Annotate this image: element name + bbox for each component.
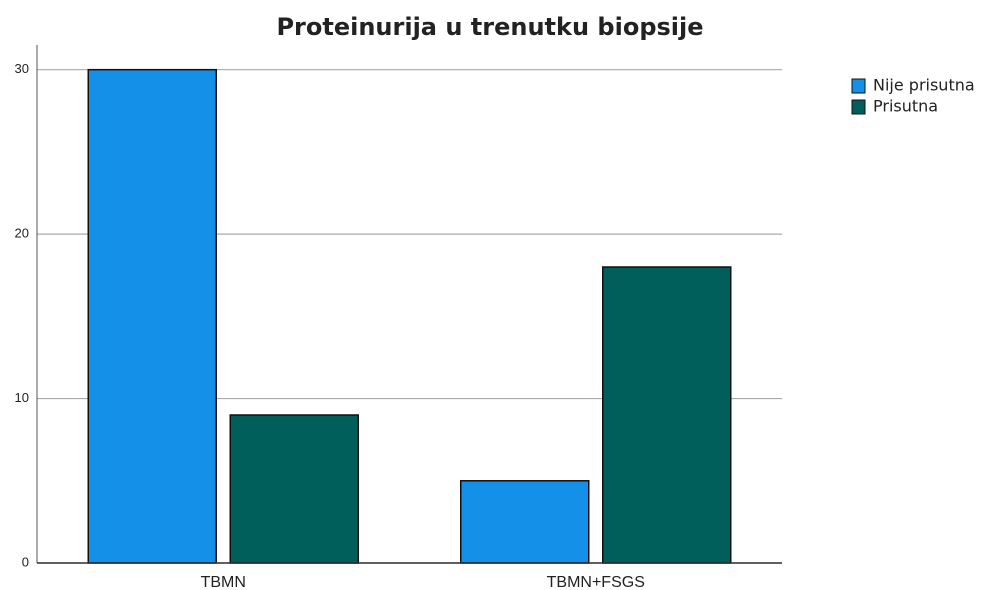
bar [87,68,217,564]
x-tick-label: TBMN+FSGS [547,574,645,590]
legend-swatch [851,99,866,115]
legend-swatch [851,78,866,94]
y-tick-label: 20 [15,226,29,241]
bar [602,266,732,564]
y-tick-label: 10 [15,390,29,405]
chart-title: Proteinurija u trenutku biopsije [276,13,703,41]
y-tick-label: 30 [15,61,29,76]
x-tick-label: TBMN [201,574,246,590]
y-tick-label: 0 [22,554,29,569]
bar [460,480,590,564]
legend-label: Prisutna [873,97,938,116]
legend-label: Nije prisutna [873,76,975,95]
bar [229,414,359,564]
